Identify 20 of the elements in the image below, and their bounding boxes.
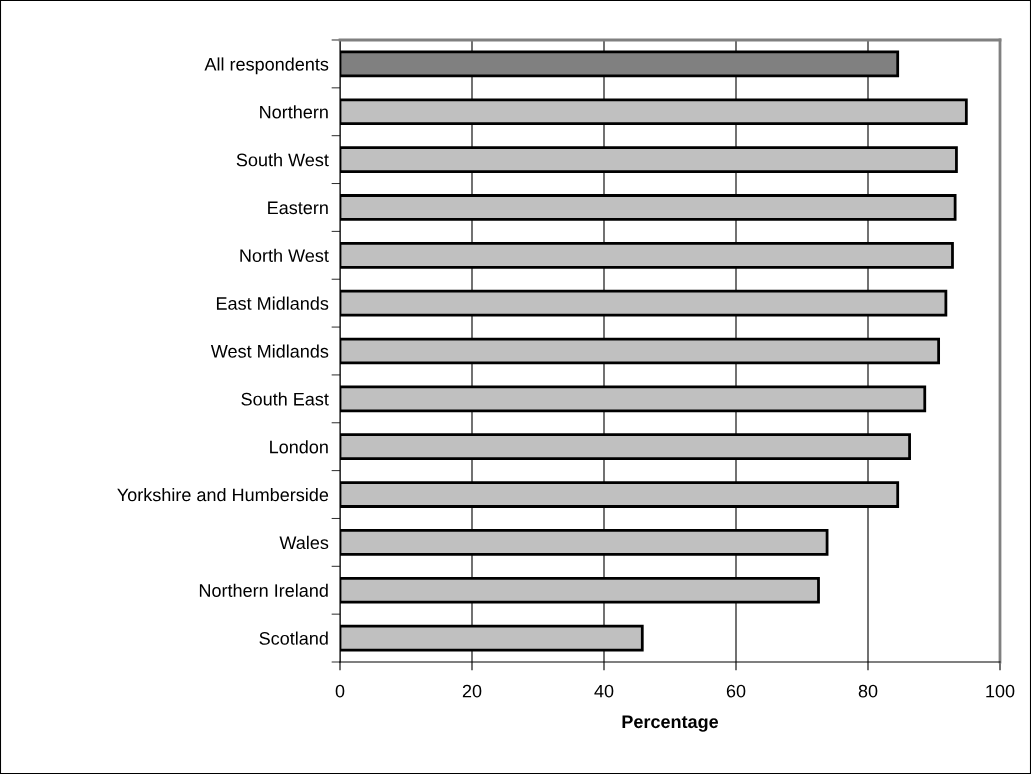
y-tick-label: Northern bbox=[260, 105, 328, 119]
x-tick-label: 0 bbox=[335, 684, 345, 698]
x-tick-label: 80 bbox=[858, 684, 878, 698]
y-tick-label: Eastern bbox=[268, 201, 328, 215]
y-tick-label: Scotland bbox=[259, 631, 328, 645]
y-tick-label: Yorkshire and Humberside bbox=[117, 488, 329, 502]
y-tick-label: Wales bbox=[279, 535, 329, 550]
x-tick-label: 60 bbox=[726, 684, 746, 698]
y-tick-label: East Midlands bbox=[216, 296, 329, 310]
y-tick-label: London bbox=[270, 440, 328, 454]
y-tick-label: South East bbox=[241, 392, 329, 406]
y-tick-label: South West bbox=[236, 153, 329, 167]
y-tick-label: All respondents bbox=[204, 57, 329, 75]
y-tick-label: Northern Ireland bbox=[199, 583, 328, 597]
x-tick-label: 40 bbox=[594, 684, 614, 698]
y-tick-label: West Midlands bbox=[210, 344, 329, 358]
x-axis-title: Percentage bbox=[622, 715, 719, 732]
x-tick-label: 20 bbox=[462, 684, 482, 698]
x-tick-label: 100 bbox=[986, 684, 1015, 698]
y-tick-label: North West bbox=[240, 248, 329, 263]
